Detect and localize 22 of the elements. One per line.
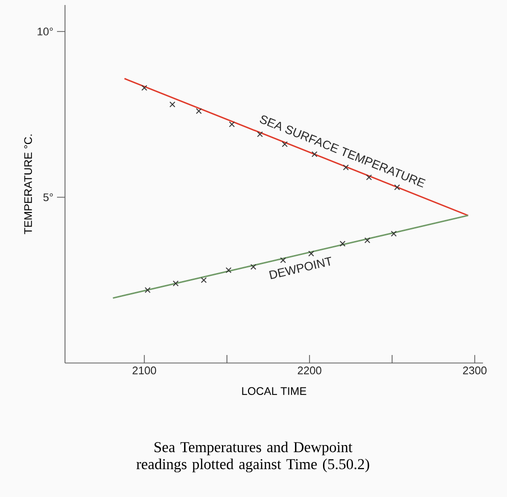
y-tick-label: 10° (38, 28, 53, 36)
x-tick-label: 2100 (132, 366, 156, 374)
point (257, 131, 263, 138)
point (250, 264, 256, 270)
point (340, 240, 346, 247)
point (196, 108, 202, 114)
point (308, 250, 314, 257)
y-axis-title: TEMPERATURE °C. (24, 134, 32, 234)
x-tick-label: 2300 (463, 366, 487, 374)
point (172, 280, 179, 286)
point (144, 287, 151, 293)
x-tick-label: 2200 (298, 366, 322, 374)
point (200, 277, 207, 284)
y-tick-label: 5° (43, 193, 53, 202)
text: Sea Temperatures and Dewpoint readings plotted against Time (5.50.2) (136, 442, 370, 472)
point (169, 102, 176, 108)
point (364, 237, 370, 244)
point (226, 267, 232, 274)
point (390, 230, 397, 237)
point (228, 121, 235, 128)
x-axis-title: LOCAL TIME (242, 387, 306, 395)
point (141, 84, 148, 91)
